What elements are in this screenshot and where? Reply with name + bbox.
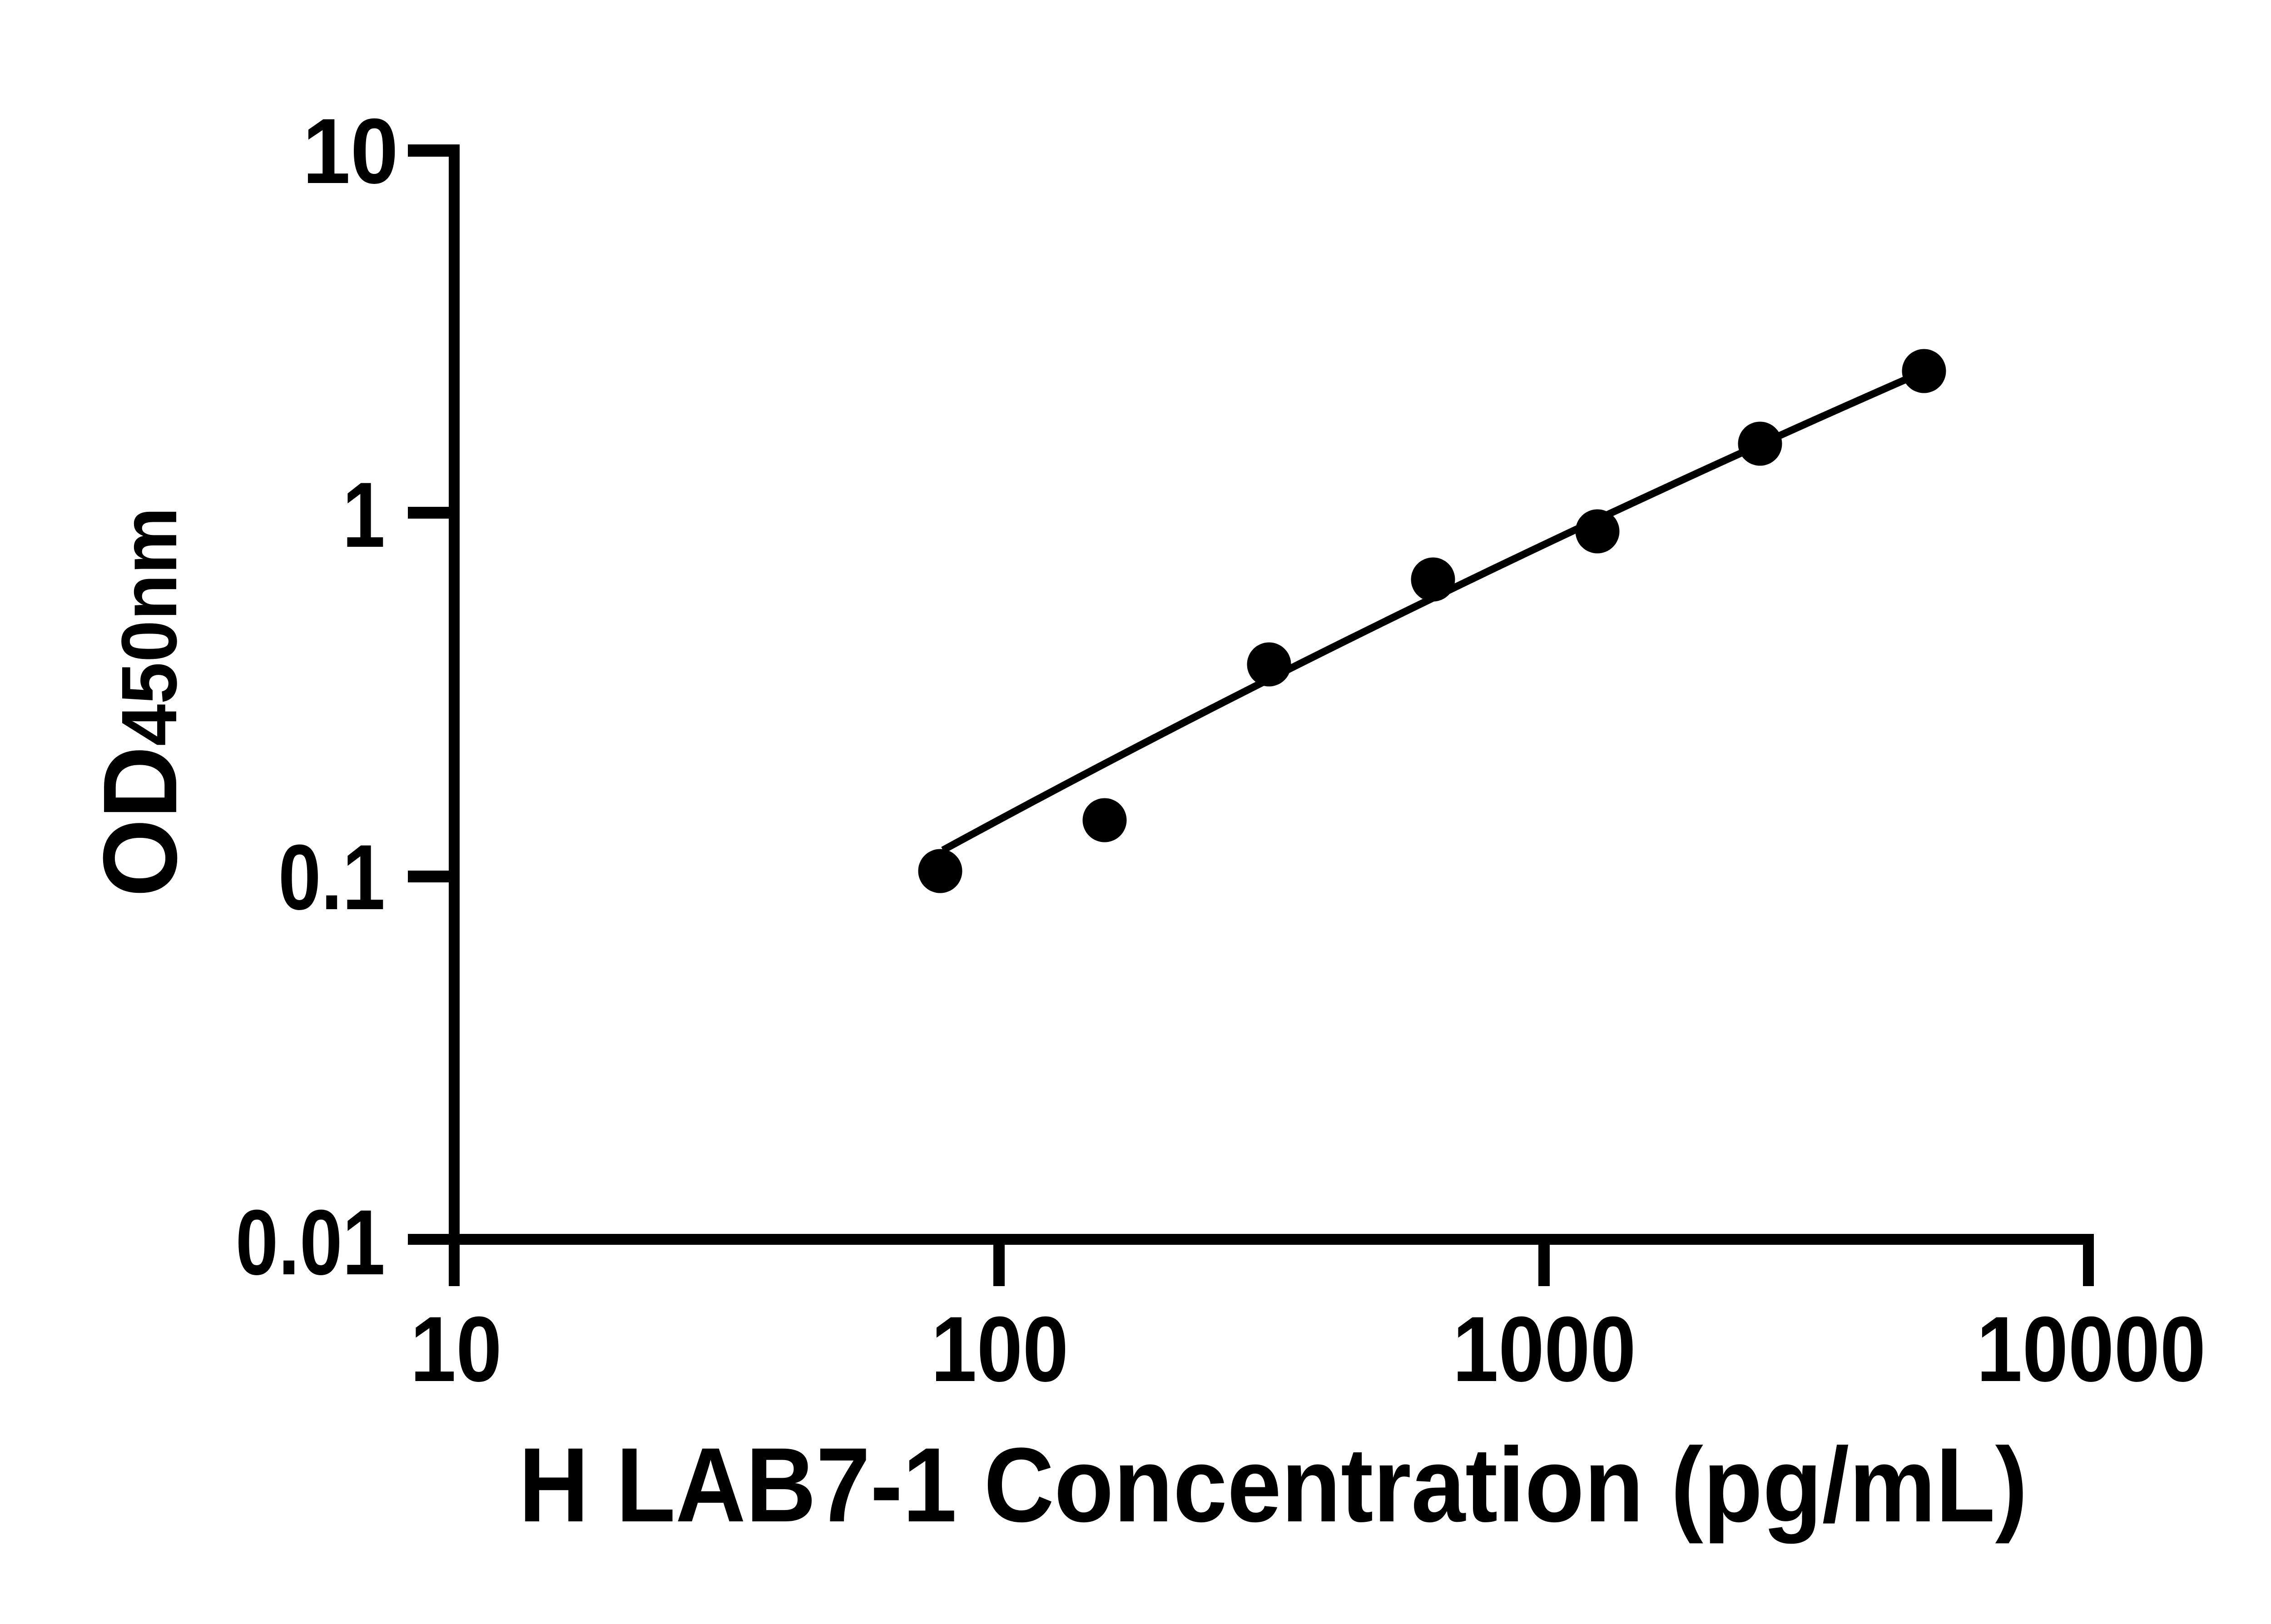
svg-text:0.01: 0.01	[235, 1190, 385, 1294]
svg-text:1: 1	[342, 463, 385, 567]
svg-text:10000: 10000	[1977, 1297, 2206, 1401]
svg-text:100: 100	[931, 1297, 1069, 1401]
svg-text:H LAB7-1 Concentration (pg/mL): H LAB7-1 Concentration (pg/mL)	[519, 1426, 2028, 1544]
svg-text:10: 10	[410, 1297, 502, 1401]
svg-text:1000: 1000	[1453, 1297, 1636, 1401]
svg-text:OD450nm: OD450nm	[81, 507, 198, 897]
svg-text:0.1: 0.1	[278, 825, 385, 929]
svg-text:10: 10	[302, 99, 398, 203]
